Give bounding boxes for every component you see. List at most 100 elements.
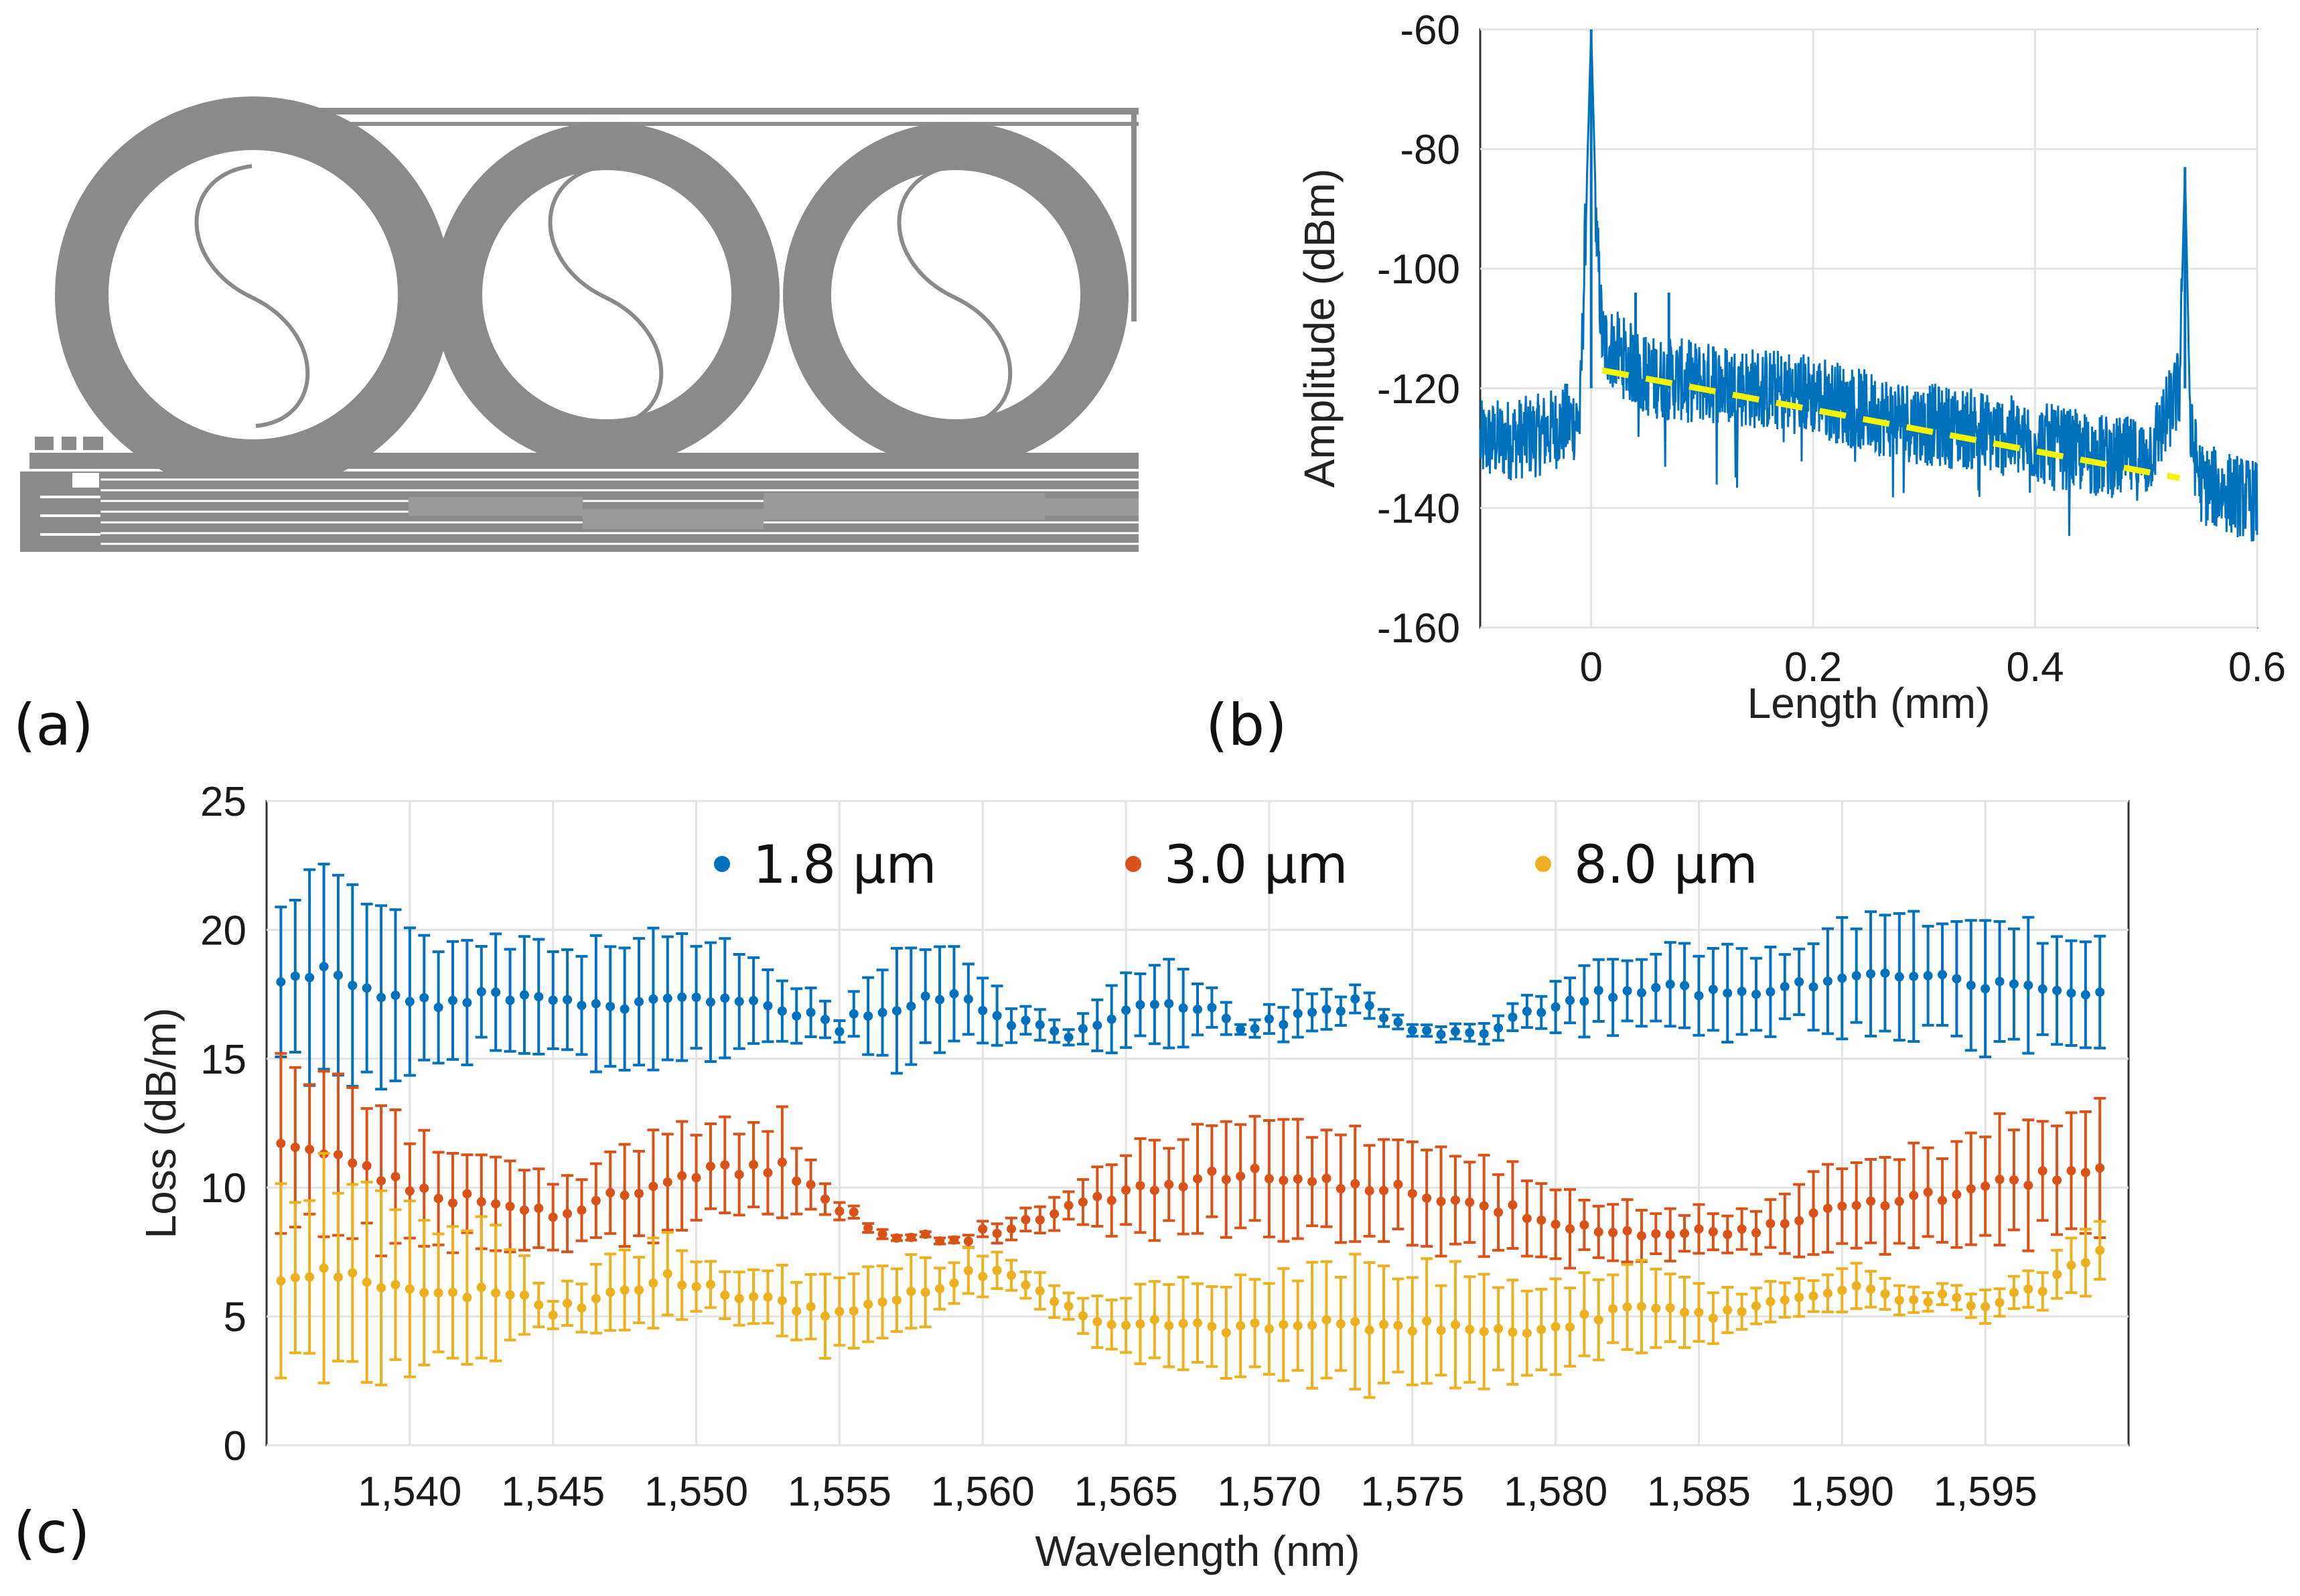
data-point [1751,1301,1761,1311]
panel-c-chart: 1,540 1,545 1,550 1,555 1,560 1,565 1,570 1,575… [13,779,2130,1575]
data-point [677,992,687,1002]
data-point [462,1293,472,1303]
data-point [2080,990,2090,1000]
data-point [1178,1319,1188,1329]
data-point [806,1302,816,1312]
data-point [534,1300,544,1310]
data-point [749,1292,759,1302]
data-point [1794,1216,1804,1226]
data-point [548,1310,558,1320]
panel-c-series-2 [275,1151,2106,1399]
data-point [1465,1198,1475,1208]
data-point [1708,1313,1718,1323]
data-point [519,1290,529,1300]
data-point [1923,1187,1933,1198]
data-point [1149,1185,1159,1195]
data-point [1923,970,1933,981]
data-point [1822,976,1832,987]
panel-b-chart: 0 0.2 0.4 0.6 -160 -140 -120 -100 -80 -60 Length … [1206,7,2286,759]
data-point [1135,1181,1145,1191]
data-point [1981,1181,1991,1191]
data-point [491,1199,501,1209]
data-point [491,987,501,997]
data-point [390,1171,401,1181]
data-point [1293,1174,1303,1184]
data-point [305,1272,315,1282]
panel-c-x-tick-label: 1,565 [1074,1469,1177,1515]
data-point [591,1195,601,1206]
data-point [648,1181,658,1191]
data-point [305,1145,315,1155]
data-point [920,991,930,1001]
ring-resonator-2 [434,122,780,467]
panel-c-y-tick-label: 10 [200,1165,246,1212]
data-point [1565,1322,1575,1332]
data-point [1551,1002,1561,1012]
data-point [949,1278,959,1288]
data-point [1364,1001,1374,1011]
data-point [1092,1317,1102,1327]
data-point [1608,993,1618,1003]
data-point [749,1160,759,1170]
data-point [2052,1269,2062,1279]
panel-c-y-axis-label: Loss (dB/m) [137,1008,185,1239]
data-point [720,993,730,1003]
data-point [1995,1297,2005,1307]
data-point [1966,1184,1976,1194]
data-point [835,1307,845,1317]
data-point [1293,1009,1303,1019]
data-point [376,1283,386,1293]
data-point [1794,976,1804,987]
data-point [1837,1285,1847,1295]
data-point [720,1160,730,1170]
data-point [835,1206,845,1216]
data-point [1579,1220,1589,1230]
data-point [1737,1224,1747,1234]
data-point [1007,1271,1016,1281]
panel-c-x-tick-label: 1,575 [1360,1469,1464,1515]
data-point [1479,1029,1489,1039]
data-point [792,1306,802,1316]
data-point [2009,1287,2019,1297]
data-point [1121,1320,1131,1330]
data-point [1909,1190,1919,1200]
data-point [849,1009,859,1019]
data-point [1092,1020,1102,1030]
data-point [1880,968,1890,978]
data-point [863,1011,873,1021]
data-point [534,992,544,1002]
data-point [1221,1175,1231,1185]
data-point [1579,997,1589,1007]
data-point [1106,1319,1117,1329]
data-point [677,1280,687,1290]
data-point [734,1293,744,1303]
data-point [1909,1295,1919,1305]
data-point [1694,1224,1704,1234]
data-point [1321,1315,1332,1325]
data-point [2023,1284,2033,1294]
data-point [792,1176,802,1186]
data-point [1593,1315,1603,1325]
data-point [1551,1220,1561,1230]
data-point [1236,1025,1246,1035]
data-point [405,1284,415,1294]
data-point [978,1005,988,1015]
data-point [534,1204,544,1214]
data-point [577,1205,587,1215]
data-point [1680,1307,1690,1317]
data-point [476,1283,486,1293]
data-point [620,1004,630,1014]
data-point [476,1197,486,1207]
data-point [1708,1227,1718,1237]
data-point [906,1287,916,1297]
data-point [1808,1291,1818,1301]
data-point [577,1001,587,1011]
data-point [620,1190,630,1200]
data-point [591,999,601,1009]
data-point [992,1011,1002,1021]
panel-c-x-tick-label: 1,555 [788,1469,891,1515]
data-point [648,1278,658,1288]
data-point [2080,1167,2090,1177]
data-point [906,1232,916,1242]
data-point [1379,1319,1388,1329]
